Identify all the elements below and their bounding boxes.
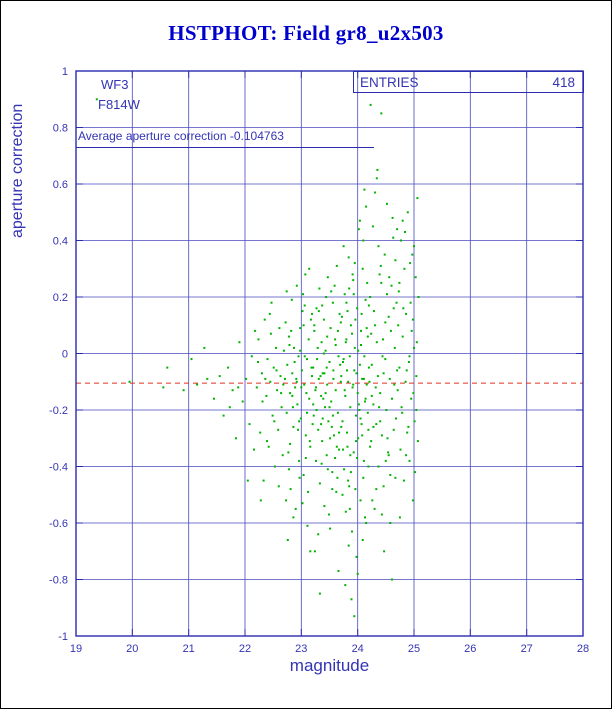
svg-text:-0.4: -0.4: [49, 462, 68, 474]
x-axis-title: magnitude: [289, 656, 370, 675]
svg-text:0: 0: [62, 349, 68, 361]
svg-text:22: 22: [239, 643, 251, 655]
svg-text:23: 23: [295, 643, 307, 655]
x-tick-labels: 19 20 21 22 23 24 25 26 27 28: [70, 643, 589, 655]
entries-value: 418: [552, 74, 575, 90]
average-correction-text: Average aperture correction -0.104763: [76, 129, 374, 148]
svg-text:-0.8: -0.8: [49, 575, 68, 587]
svg-text:21: 21: [183, 643, 195, 655]
svg-text:0.4: 0.4: [53, 236, 68, 248]
svg-text:27: 27: [521, 643, 533, 655]
detector-label: WF3: [101, 77, 129, 92]
svg-text:0.2: 0.2: [53, 292, 68, 304]
svg-text:-0.2: -0.2: [49, 405, 68, 417]
filter-label: F814W: [98, 97, 140, 112]
y-axis-title: aperture correction: [9, 103, 26, 239]
svg-text:20: 20: [126, 643, 138, 655]
entries-box: ENTRIES 418: [353, 71, 584, 93]
page-title: HSTPHOT: Field gr8_u2x503: [168, 21, 444, 45]
svg-text:0.8: 0.8: [53, 123, 68, 135]
y-tick-labels: -1 -0.8 -0.6 -0.4 -0.2 0 0.2 0.4 0.6 0.8 1: [49, 66, 68, 643]
svg-text:0.6: 0.6: [53, 179, 68, 191]
entries-label: ENTRIES: [360, 74, 419, 90]
svg-text:19: 19: [70, 643, 82, 655]
svg-text:25: 25: [408, 643, 420, 655]
plot-frame: [75, 70, 584, 637]
scatter-points: [95, 98, 420, 618]
svg-text:28: 28: [577, 643, 589, 655]
svg-text:1: 1: [62, 66, 68, 78]
svg-text:-0.6: -0.6: [49, 518, 68, 530]
grid-lines: [75, 70, 584, 637]
svg-text:24: 24: [352, 643, 364, 655]
svg-text:26: 26: [464, 643, 476, 655]
svg-text:-1: -1: [58, 631, 68, 643]
